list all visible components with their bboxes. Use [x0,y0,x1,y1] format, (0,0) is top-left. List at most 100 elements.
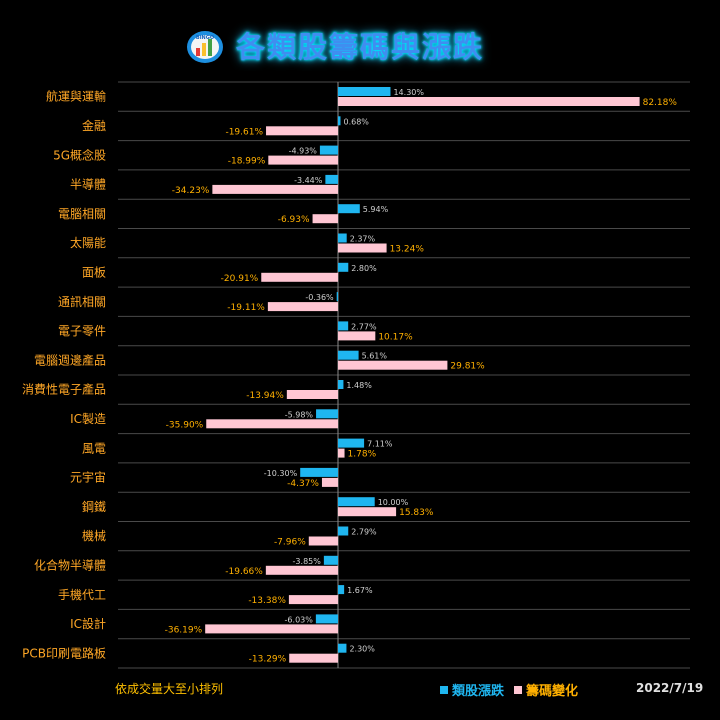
data-label-series-b: -19.11% [227,303,265,313]
bar-series-b [267,302,338,312]
bar-series-a [336,292,338,302]
data-label-series-a: -6.03% [285,615,314,624]
data-label-series-b: 15.83% [399,508,434,518]
bar-series-b [206,419,338,429]
bar-series-b [265,565,338,575]
sort-note: 依成交量大至小排列 [115,682,224,696]
data-label-series-a: 2.79% [351,528,377,537]
category-label: 鋼鐵 [82,499,106,514]
bar-series-b [205,624,338,634]
bar-series-b [312,214,338,224]
category-label: 金融 [82,118,106,133]
category-label: 5G概念股 [53,147,106,162]
data-label-series-b: -13.38% [248,596,286,606]
data-label-series-a: 5.94% [363,205,389,214]
category-label: PCB印刷電路板 [22,645,106,660]
data-label-series-b: -19.66% [225,567,263,577]
category-label: 航運與運輸 [46,89,106,104]
bar-series-a [338,350,359,360]
data-label-series-b: -13.29% [249,655,287,665]
bar-series-a [338,233,347,243]
category-label: 電腦週邊產品 [34,352,106,367]
data-label-series-a: 1.48% [346,381,372,390]
bar-series-a [338,87,391,96]
bar-series-b [288,595,338,605]
bar-series-b [338,448,345,458]
bar-series-b [338,507,397,517]
data-label-series-b: -13.94% [246,391,284,401]
data-label-series-b: -35.90% [166,420,204,430]
logo-text: BINGO [196,35,214,41]
data-label-series-b: 82.18% [643,98,678,108]
bar-series-a [325,174,338,184]
data-label-series-a: 2.80% [351,264,377,273]
bar-series-a [323,555,338,565]
category-label: 機械 [82,528,106,543]
category-label: 元宇宙 [70,470,106,485]
bar-series-a [338,204,360,214]
bar-series-a [338,262,349,272]
data-label-series-b: 10.17% [378,332,413,342]
bar-series-b [321,477,338,487]
legend-label-series-b: 籌碼變化 [526,684,579,699]
bingo-logo-icon: BINGO [187,31,223,63]
bar-series-a [338,438,365,448]
bar-series-b [338,97,640,106]
bar-series-a [338,526,349,536]
category-label: IC設計 [70,616,106,631]
category-label: 面板 [82,265,106,279]
bar-series-b [338,243,387,253]
data-label-series-a: 10.00% [378,498,409,507]
bar-series-b [268,155,338,165]
data-label-series-a: -5.98% [285,410,314,419]
data-label-series-a: 0.68% [343,117,369,126]
category-label: 電子零件 [58,324,106,338]
data-label-series-a: -3.44% [294,176,323,185]
data-label-series-b: -6.93% [278,215,310,225]
bar-series-b [286,390,338,399]
category-label: 風電 [82,441,106,455]
data-label-series-a: -10.30% [264,469,298,478]
data-label-series-a: -4.93% [289,147,318,156]
category-label: 消費性電子產品 [22,382,106,397]
category-label: 半導體 [70,178,106,192]
data-label-series-b: -36.19% [165,625,203,635]
category-label: 太陽能 [70,235,106,250]
data-label-series-a: -3.85% [293,557,322,566]
data-label-series-b: -4.37% [287,479,319,489]
bar-series-a [338,643,347,653]
bar-series-a [338,585,345,595]
legend-swatch-series-b [514,685,522,694]
bar-series-b [338,360,448,370]
data-label-series-b: -19.61% [225,127,263,137]
data-label-series-b: 29.81% [450,362,485,372]
bar-series-a [338,497,375,507]
bar-series-b [289,653,338,663]
data-label-series-b: -7.96% [274,538,306,548]
bar-series-a [338,380,344,389]
bar-series-a [319,145,338,155]
bar-series-a [316,409,338,419]
legend-item-series-b: 籌碼變化 [514,680,578,699]
legend-label-series-a: 類股漲跌 [452,684,505,699]
category-label: IC製造 [70,412,106,426]
data-label-series-b: -18.99% [228,157,266,167]
data-label-series-a: 2.37% [350,235,376,244]
data-label-series-a: 2.30% [349,645,375,654]
data-label-series-b: 1.78% [348,450,377,460]
data-label-series-a: 1.67% [347,586,373,595]
date-label: 2022/7/19 [636,681,704,695]
legend-swatch-series-a [440,685,448,694]
data-label-series-a: -0.36% [305,293,334,302]
data-label-series-b: -20.91% [221,274,259,284]
data-label-series-a: 14.30% [393,88,424,97]
bar-series-a [300,467,338,477]
bar-series-b [261,272,338,282]
bar-series-b [308,536,338,546]
data-label-series-b: -34.23% [172,186,210,196]
data-label-series-a: 2.77% [351,322,377,331]
legend-item-series-a: 類股漲跌 [440,680,504,699]
category-label: 通訊相關 [58,294,106,309]
page-title: 各類股籌碼與漲跌 [236,30,485,64]
